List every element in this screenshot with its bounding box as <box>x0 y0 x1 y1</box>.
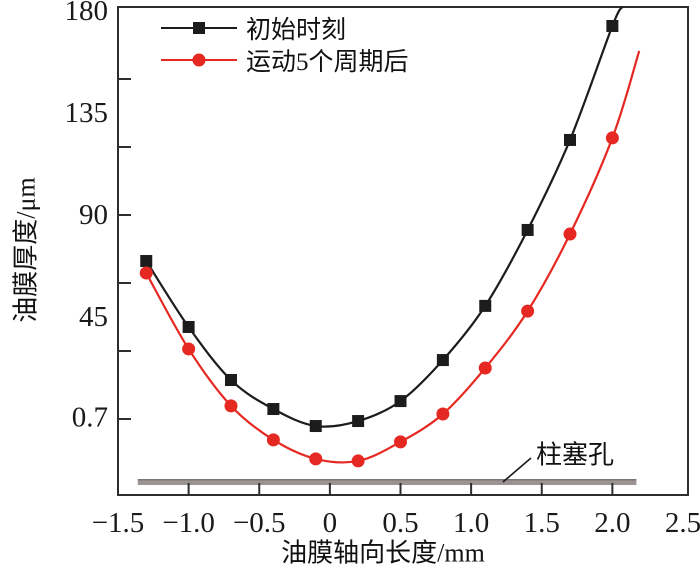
circle-data-marker <box>224 399 238 413</box>
y-tick-label: 90 <box>79 199 108 231</box>
x-tick-label: −1.5 <box>92 507 145 539</box>
legend-line-black <box>161 22 237 34</box>
square-data-marker <box>479 299 492 312</box>
x-tick-label: −0.5 <box>233 507 286 539</box>
y-axis-title: 油膜厚度/μm <box>11 177 41 323</box>
y-tick-label: 45 <box>79 301 108 333</box>
x-tick-label: 1.5 <box>524 507 560 539</box>
square-data-marker <box>606 19 619 32</box>
square-data-marker <box>182 320 195 333</box>
square-data-marker <box>521 223 534 236</box>
legend-item-initial: 初始时刻 <box>161 12 409 44</box>
circle-data-marker <box>521 304 535 318</box>
plot-frame <box>117 6 689 496</box>
legend-item-after-5-cycles: 运动5个周期后 <box>161 44 409 76</box>
square-data-marker <box>352 415 365 428</box>
circle-data-marker <box>266 433 280 447</box>
circle-data-marker <box>139 266 153 280</box>
circle-marker-icon <box>192 53 206 67</box>
y-tick-label: 180 <box>65 0 109 27</box>
circle-data-marker <box>436 407 450 421</box>
series-line-circle <box>145 50 641 464</box>
square-data-marker <box>309 420 322 433</box>
square-data-marker <box>564 133 576 146</box>
circle-data-marker <box>394 435 407 449</box>
legend-line-red <box>161 53 237 67</box>
circle-data-marker <box>351 454 365 468</box>
annotation-leader-line <box>502 457 532 483</box>
y-tick-label: 0.7 <box>72 401 108 433</box>
plunger-hole-bar <box>137 479 637 485</box>
x-tick-label: −1.0 <box>162 507 215 539</box>
square-data-marker <box>140 255 153 268</box>
x-axis-title: 油膜轴向长度/mm <box>281 538 485 568</box>
plunger-hole-bar-edge <box>137 479 637 481</box>
circle-data-marker <box>563 227 577 241</box>
square-data-marker <box>225 374 237 387</box>
circle-data-marker <box>605 131 619 145</box>
legend-label-initial: 初始时刻 <box>246 17 347 44</box>
square-marker-icon <box>193 22 205 34</box>
circle-data-marker <box>478 361 492 375</box>
x-tick-label: 1.0 <box>453 507 489 539</box>
x-tick-label: 2.0 <box>594 507 630 539</box>
legend-label-after-5-cycles: 运动5个周期后 <box>246 49 409 76</box>
plunger-hole-annotation: 柱塞孔 <box>535 440 615 470</box>
x-tick-label: 2.5 <box>665 507 700 539</box>
x-tick-label: 0.5 <box>382 507 418 539</box>
x-tick-label: 0 <box>323 507 338 539</box>
square-data-marker <box>267 403 280 416</box>
circle-data-marker <box>182 342 196 356</box>
square-data-marker <box>436 354 449 367</box>
circle-data-marker <box>309 452 323 466</box>
square-data-marker <box>394 395 407 408</box>
legend: 初始时刻 运动5个周期后 <box>161 12 409 76</box>
y-tick-label: 135 <box>65 97 109 129</box>
